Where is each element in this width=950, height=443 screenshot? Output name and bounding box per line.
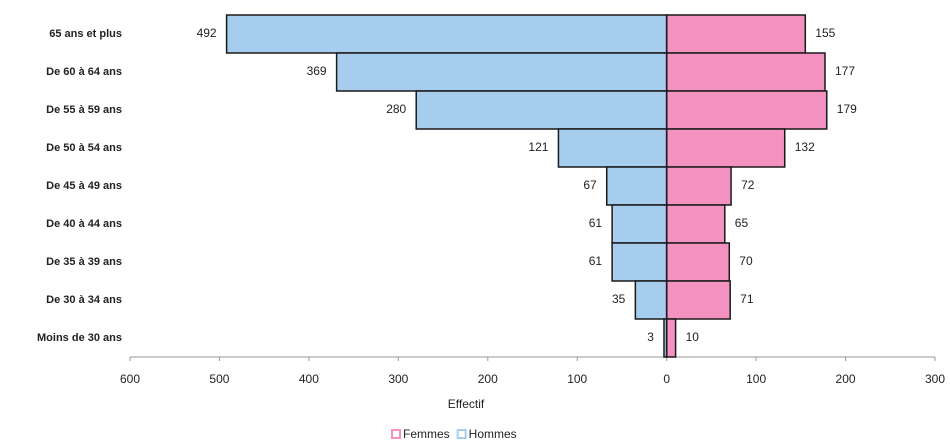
x-tick-label: 500 xyxy=(209,372,229,386)
x-tick-label: 200 xyxy=(836,372,856,386)
x-tick-label: 200 xyxy=(478,372,498,386)
y-tick-label: Moins de 30 ans xyxy=(37,332,122,344)
value-label: 72 xyxy=(741,178,755,192)
y-tick-label: De 35 à 39 ans xyxy=(46,256,122,268)
value-label: 369 xyxy=(307,64,327,78)
y-tick-label: De 55 à 59 ans xyxy=(46,104,122,116)
x-tick-label: 300 xyxy=(388,372,408,386)
bar xyxy=(665,90,828,130)
bar xyxy=(634,280,668,320)
y-tick-label: De 40 à 44 ans xyxy=(46,218,122,230)
y-tick-label: 65 ans et plus xyxy=(49,28,122,40)
bar xyxy=(665,318,677,358)
y-tick-label: De 30 à 34 ans xyxy=(46,294,122,306)
x-tick-label: 600 xyxy=(120,372,140,386)
bar xyxy=(665,166,732,206)
value-label: 280 xyxy=(386,102,406,116)
bar xyxy=(225,14,668,54)
bar xyxy=(557,128,668,168)
bar xyxy=(605,166,668,206)
value-label: 492 xyxy=(197,26,217,40)
legend-label: Femmes xyxy=(403,427,450,441)
y-tick-label: De 45 à 49 ans xyxy=(46,180,122,192)
bar xyxy=(611,242,668,282)
bar xyxy=(665,242,731,282)
value-label: 35 xyxy=(612,292,626,306)
bar xyxy=(611,204,668,244)
x-tick-label: 400 xyxy=(299,372,319,386)
legend-swatch xyxy=(391,429,401,439)
bar xyxy=(335,52,668,92)
x-tick-label: 300 xyxy=(925,372,945,386)
x-tick-label: 0 xyxy=(663,372,670,386)
value-label: 3 xyxy=(647,330,654,344)
x-tick-label: 100 xyxy=(567,372,587,386)
legend-label: Hommes xyxy=(469,427,517,441)
value-label: 155 xyxy=(815,26,835,40)
value-label: 70 xyxy=(739,254,753,268)
bar xyxy=(665,204,726,244)
value-label: 61 xyxy=(589,216,603,230)
x-tick-label: 100 xyxy=(746,372,766,386)
value-label: 121 xyxy=(528,140,548,154)
value-label: 10 xyxy=(686,330,700,344)
value-label: 67 xyxy=(583,178,597,192)
bar xyxy=(665,14,807,54)
value-label: 71 xyxy=(740,292,754,306)
value-label: 65 xyxy=(735,216,749,230)
value-label: 179 xyxy=(837,102,857,116)
value-label: 132 xyxy=(795,140,815,154)
bar xyxy=(415,90,668,130)
value-label: 177 xyxy=(835,64,855,78)
y-tick-label: De 50 à 54 ans xyxy=(46,142,122,154)
y-tick-label: De 60 à 64 ans xyxy=(46,66,122,78)
bar xyxy=(665,52,826,92)
bar xyxy=(665,280,731,320)
bar xyxy=(665,128,786,168)
x-axis-label: Effectif xyxy=(448,397,485,411)
legend-swatch xyxy=(456,429,467,439)
value-label: 61 xyxy=(589,254,603,268)
